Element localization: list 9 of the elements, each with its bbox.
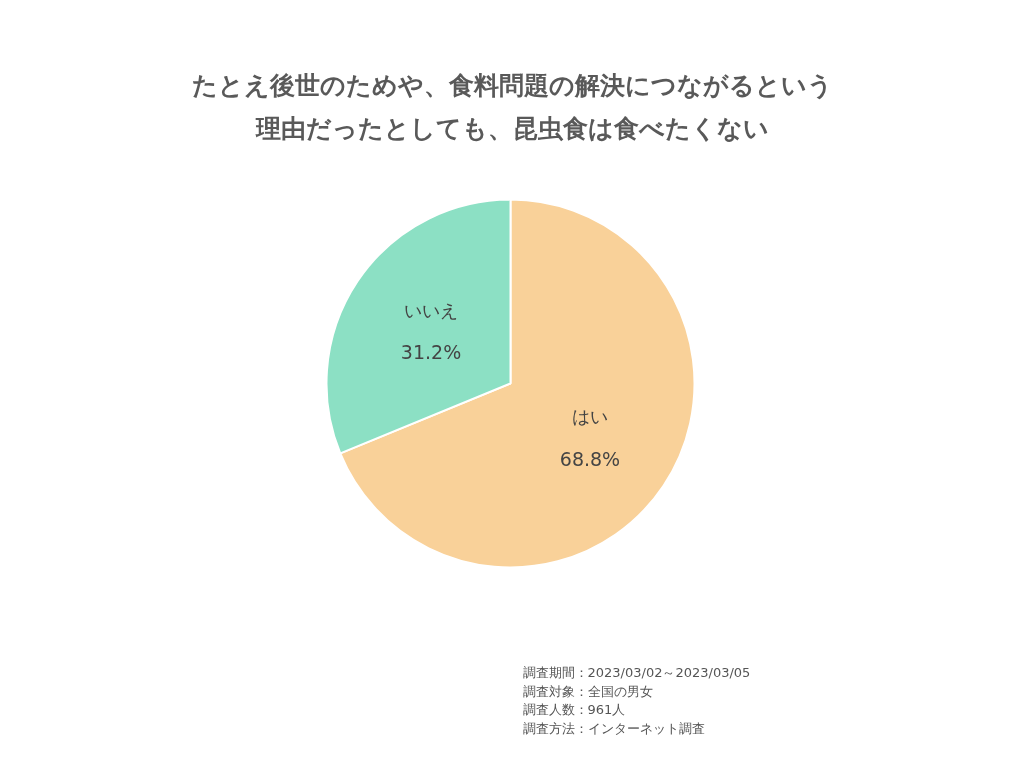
text: 調査方法：インターネット調査 [522, 720, 705, 736]
slice-label: はい [571, 406, 608, 428]
text: 調査人数：961人 [522, 702, 626, 717]
data-label: 68.8% [559, 447, 621, 470]
text: 調査期間：2023/03/02～2023/03/05 [522, 665, 751, 680]
chart-title: たとえ後世のためや、食料問題の解決につながるという理由だったとしても、昆虫食は食べたくない [192, 71, 833, 143]
text: 調査対象：全国の男女 [522, 683, 653, 699]
slice-label: いいえ [404, 299, 459, 321]
data-label: 31.2% [400, 341, 462, 364]
